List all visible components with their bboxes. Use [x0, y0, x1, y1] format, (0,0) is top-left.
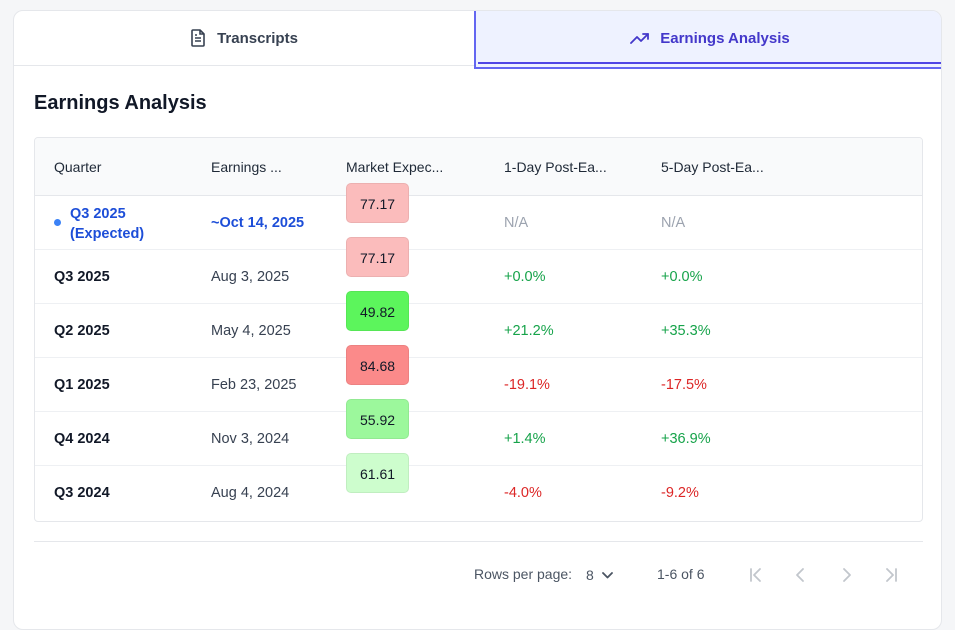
earnings-date: Nov 3, 2024 [211, 430, 290, 447]
day5-change: +35.3% [661, 322, 711, 339]
expectation-badge: 77.17 [346, 182, 410, 223]
expectation-badge: 84.68 [346, 344, 410, 385]
expectation-badge: 55.92 [346, 398, 410, 439]
page-range: 1-6 of 6 [657, 566, 705, 582]
pagination: Rows per page: 8 1-6 of 6 [14, 563, 941, 587]
header-quarter[interactable]: Quarter [54, 158, 102, 175]
expected-dot-icon [54, 219, 61, 226]
market-expectation-cell: 61.61 [346, 453, 410, 513]
market-expectation-cell: 55.92 [346, 398, 410, 459]
section-title: Earnings Analysis [34, 92, 207, 114]
earnings-card: Transcripts Earnings Analysis Earnings A… [13, 10, 942, 630]
earnings-date: Aug 4, 2024 [211, 485, 290, 501]
table-row[interactable]: Q4 2024 Nov 3, 2024 55.92 +1.4% +36.9% [35, 398, 922, 466]
quarter-label: Q1 2025 [54, 376, 110, 393]
chevron-down-icon [601, 571, 613, 578]
market-expectation-cell: 77.17 [346, 236, 410, 297]
earnings-date: ~Oct 14, 2025 [211, 214, 305, 231]
day1-change: +1.4% [504, 430, 546, 447]
rows-per-page-select[interactable]: 8 [586, 567, 613, 583]
day1-change: -19.1% [504, 376, 550, 393]
first-page-button[interactable] [744, 563, 768, 587]
next-page-icon [843, 568, 851, 582]
day5-change: +36.9% [661, 430, 711, 447]
market-expectation-cell: 84.68 [346, 344, 410, 405]
quarter-note: (Expected) [70, 226, 145, 242]
header-earnings-date[interactable]: Earnings ... [211, 158, 282, 175]
table-row[interactable]: Q3 2024 Aug 4, 2024 61.61 -4.0% -9.2% [35, 453, 922, 520]
quarter-cell: Q3 2025 (Expected) [54, 204, 204, 244]
day1-change: N/A [504, 214, 529, 231]
trending-up-icon [630, 33, 650, 44]
last-page-icon [886, 568, 897, 582]
last-page-button[interactable] [879, 563, 903, 587]
quarter-label: Q3 2025 [54, 268, 110, 285]
expectation-badge: 77.17 [346, 236, 410, 277]
earnings-table: Quarter Earnings ... Market Expec... 1-D… [34, 137, 923, 522]
document-icon [191, 29, 205, 47]
quarter-label: Q3 2024 [54, 485, 110, 501]
table-row[interactable]: Q2 2025 May 4, 2025 49.82 +21.2% +35.3% [35, 290, 922, 358]
prev-page-button[interactable] [789, 563, 813, 587]
market-expectation-cell: 49.82 [346, 290, 410, 351]
day1-change: +21.2% [504, 322, 554, 339]
table-row[interactable]: Q3 2025 Aug 3, 2025 77.17 +0.0% +0.0% [35, 236, 922, 304]
earnings-date: Aug 3, 2025 [211, 268, 290, 285]
next-page-button[interactable] [834, 563, 858, 587]
day5-change: -9.2% [661, 485, 699, 501]
expectation-badge: 61.61 [346, 453, 410, 493]
earnings-date: May 4, 2025 [211, 322, 291, 339]
header-1-day-post-earnings[interactable]: 1-Day Post-Ea... [504, 158, 607, 175]
tab-transcripts[interactable]: Transcripts [14, 11, 474, 65]
table-row[interactable]: Q3 2025 (Expected) ~Oct 14, 2025 77.17 N… [35, 182, 922, 250]
rows-per-page-value: 8 [586, 567, 594, 583]
quarter-label: Q3 2025 [70, 206, 126, 222]
expectation-badge: 49.82 [346, 290, 410, 331]
tab-earnings-analysis-label: Earnings Analysis [660, 29, 790, 47]
quarter-label: Q4 2024 [54, 430, 110, 447]
day5-change: N/A [661, 214, 686, 231]
market-expectation-cell: 77.17 [346, 182, 410, 243]
prev-page-icon [796, 568, 804, 582]
table-header: Quarter Earnings ... Market Expec... 1-D… [35, 138, 922, 196]
day1-change: -4.0% [504, 485, 542, 501]
footer-divider [34, 541, 923, 542]
header-5-day-post-earnings[interactable]: 5-Day Post-Ea... [661, 158, 764, 175]
rows-per-page-label: Rows per page: [474, 566, 573, 582]
table-row[interactable]: Q1 2025 Feb 23, 2025 84.68 -19.1% -17.5% [35, 344, 922, 412]
earnings-date: Feb 23, 2025 [211, 376, 297, 393]
day5-change: +0.0% [661, 268, 703, 285]
day5-change: -17.5% [661, 376, 707, 393]
tab-bar: Transcripts Earnings Analysis [14, 11, 941, 69]
header-market-expectation[interactable]: Market Expec... [346, 158, 444, 175]
quarter-label: Q2 2025 [54, 322, 110, 339]
tab-earnings-analysis[interactable]: Earnings Analysis [474, 11, 941, 69]
tab-transcripts-label: Transcripts [217, 29, 298, 47]
first-page-icon [750, 568, 761, 582]
day1-change: +0.0% [504, 268, 546, 285]
